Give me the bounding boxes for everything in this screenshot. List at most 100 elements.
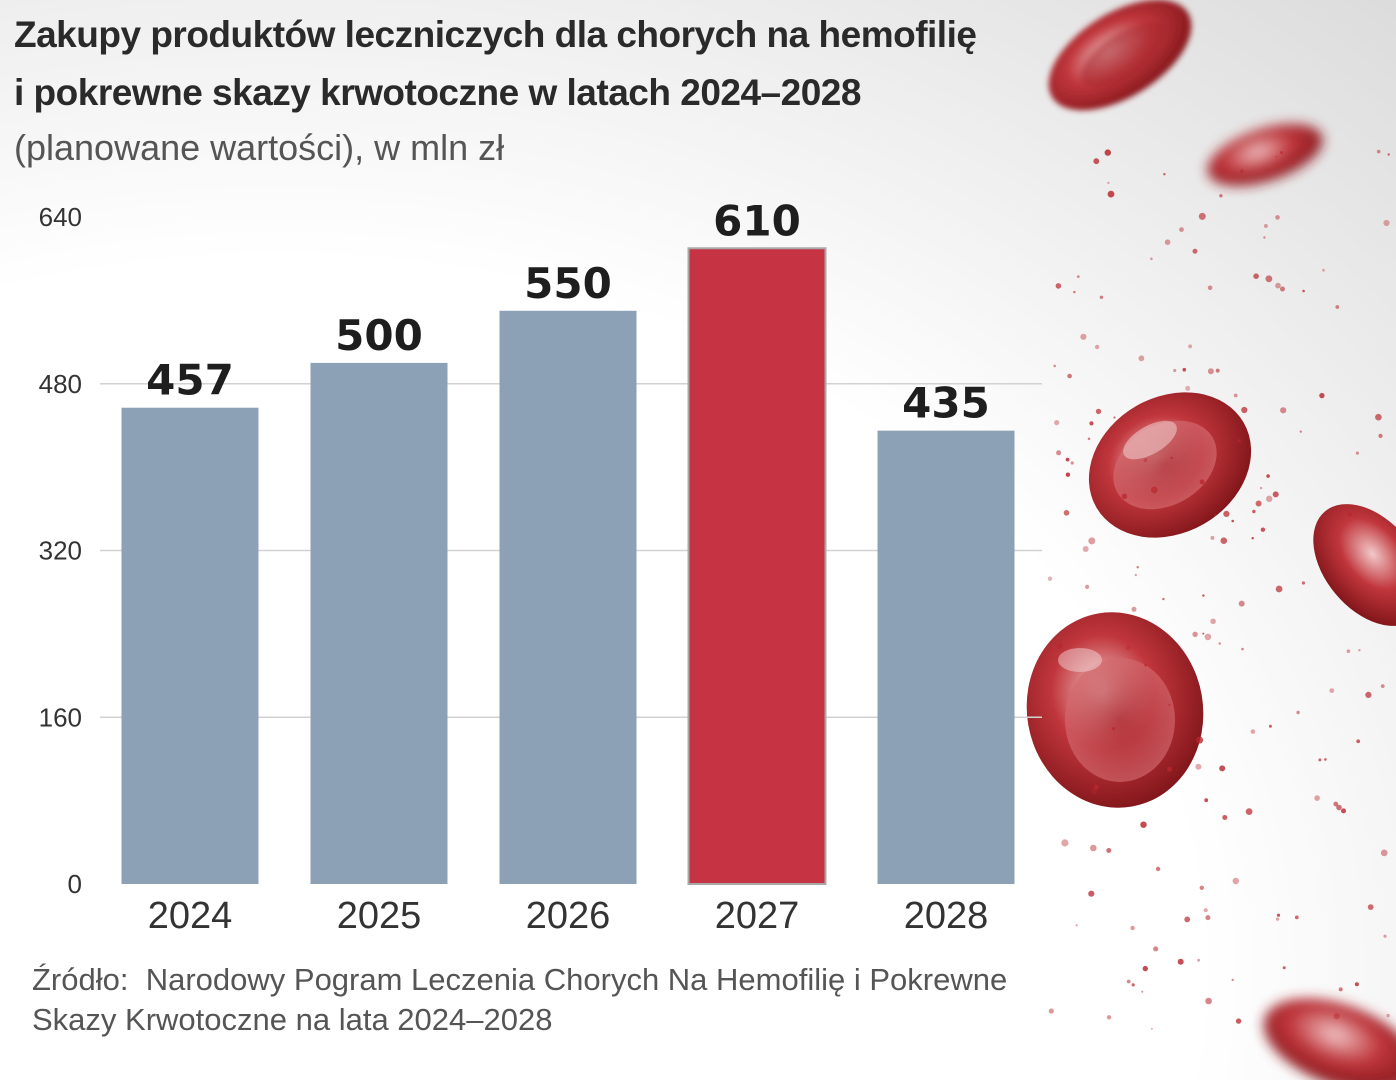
y-tick-label: 640: [39, 202, 82, 232]
speck: [1292, 161, 1296, 165]
data-label-2024: 457: [146, 356, 234, 405]
speck: [1356, 739, 1361, 744]
speck: [1341, 808, 1346, 814]
speck: [1121, 493, 1128, 500]
speck: [1296, 710, 1300, 715]
speck: [1202, 632, 1205, 635]
speck: [1204, 798, 1209, 803]
source-note: Źródło: Narodowy Pogram Leczenia Chorych…: [32, 960, 1042, 1040]
speck: [1126, 979, 1131, 984]
speck: [1204, 633, 1212, 641]
speck: [1275, 215, 1280, 220]
speck: [1075, 924, 1078, 927]
speck: [1259, 486, 1263, 490]
speck: [1173, 368, 1177, 373]
speck: [1104, 149, 1112, 156]
speck: [1383, 219, 1390, 227]
speck: [1082, 546, 1089, 552]
speck: [1263, 236, 1266, 239]
speck: [1150, 486, 1158, 494]
speck: [1202, 594, 1205, 597]
speck: [1207, 285, 1213, 291]
speck: [1177, 958, 1184, 965]
speck: [1263, 224, 1268, 228]
speck: [1167, 766, 1172, 772]
speck: [1324, 758, 1327, 761]
speck: [1141, 990, 1144, 993]
speck: [1240, 169, 1244, 173]
speck: [1197, 958, 1200, 962]
speck: [1196, 736, 1204, 744]
speck: [1272, 491, 1279, 498]
speck: [1099, 295, 1104, 299]
cell-top: [1048, 0, 1192, 111]
speck: [1170, 456, 1173, 460]
speck: [1199, 479, 1205, 485]
speck: [1255, 500, 1262, 507]
speck: [1199, 885, 1205, 890]
speck: [1057, 643, 1063, 649]
speck: [1163, 173, 1166, 176]
speck: [1241, 406, 1248, 414]
speck: [1222, 815, 1228, 820]
y-tick-label: 0: [68, 869, 82, 899]
speck: [1358, 649, 1361, 652]
speck: [1088, 890, 1095, 897]
speck: [1143, 458, 1148, 463]
speck: [1106, 1015, 1112, 1020]
speck: [1333, 801, 1339, 807]
speck: [1192, 248, 1198, 254]
speck: [1322, 268, 1325, 272]
speck: [1113, 416, 1116, 419]
speck: [1094, 344, 1100, 350]
speck: [1076, 275, 1080, 278]
speck: [1280, 286, 1285, 292]
speck: [1245, 808, 1253, 815]
speck: [1367, 904, 1374, 910]
speck: [1265, 275, 1273, 283]
cell-bottom-right: [1263, 998, 1396, 1080]
speck: [1251, 537, 1254, 540]
data-label-2027: 610: [713, 196, 801, 245]
bar-2027: [687, 247, 827, 885]
speck: [1333, 1013, 1340, 1020]
chart-subtitle: (planowane wartości), w mln zł: [14, 127, 505, 168]
speck: [1210, 618, 1216, 625]
speck: [1380, 849, 1388, 857]
speck: [1231, 519, 1234, 523]
speck: [1338, 987, 1343, 992]
speck: [1085, 584, 1090, 590]
speck: [1355, 451, 1359, 455]
speck: [1260, 527, 1266, 532]
speck: [1280, 407, 1287, 414]
speck: [1232, 877, 1240, 885]
speck: [1205, 915, 1211, 921]
speck: [1131, 983, 1135, 987]
speck: [1336, 804, 1342, 811]
y-tick-label: 160: [39, 702, 82, 732]
speck: [1067, 373, 1072, 379]
speck: [1238, 600, 1245, 607]
speck: [1107, 181, 1110, 185]
bar-2024: [121, 407, 259, 884]
speck: [1275, 585, 1283, 593]
speck: [1131, 606, 1137, 612]
speck: [1376, 149, 1381, 154]
speck: [1198, 212, 1206, 220]
speck: [1089, 421, 1094, 426]
y-axis-labels: 0 160 320 480 640: [39, 202, 82, 899]
speck: [1080, 333, 1087, 340]
speck: [1335, 305, 1340, 309]
cell-right: [1313, 504, 1396, 626]
chart-title-line-2: i pokrewne skazy krwotoczne w latach 202…: [14, 72, 861, 113]
speck: [1136, 566, 1139, 569]
speck: [1268, 724, 1272, 728]
speck: [1276, 913, 1281, 917]
speck: [1144, 663, 1147, 667]
speck: [1112, 727, 1116, 731]
speck: [1329, 688, 1335, 693]
speck: [1125, 645, 1131, 651]
speck: [1354, 982, 1359, 987]
speck: [1048, 1008, 1054, 1014]
